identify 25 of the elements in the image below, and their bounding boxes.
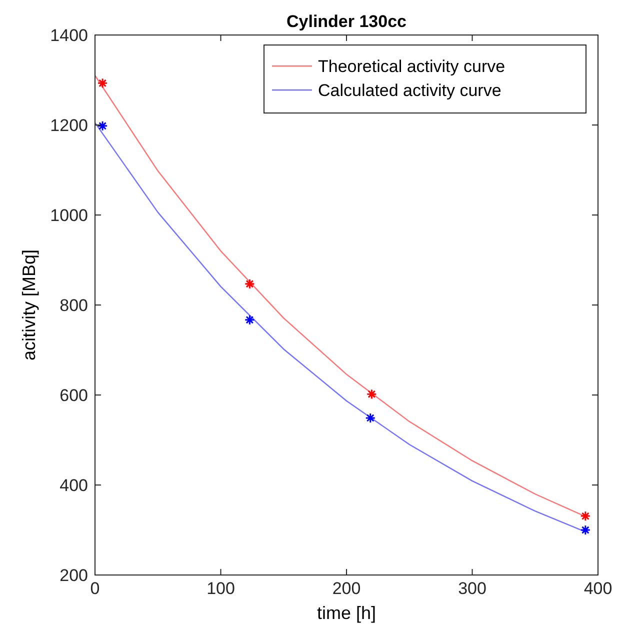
point — [244, 278, 255, 290]
point — [366, 388, 377, 400]
y-tick-label: 200 — [60, 566, 88, 585]
y-tick-label: 1000 — [50, 206, 88, 225]
y-tick-label: 600 — [60, 386, 88, 405]
x-axis-title: time [h] — [316, 603, 376, 623]
x-tick-label: 0 — [90, 579, 100, 598]
y-tick-label: 400 — [60, 476, 88, 495]
point — [97, 120, 108, 132]
y-tick-label: 800 — [60, 296, 88, 315]
y-axis-title: acitivity [MBq] — [19, 249, 39, 361]
point — [97, 78, 108, 88]
legend-label: Calculated activity curve — [318, 81, 502, 100]
x-tick-label: 400 — [584, 579, 612, 598]
y-tick-label: 1400 — [50, 26, 88, 45]
x-tick-label: 300 — [458, 579, 486, 598]
point — [365, 412, 376, 424]
point — [580, 524, 591, 536]
point — [244, 314, 255, 326]
y-tick-label: 1200 — [50, 116, 88, 135]
point — [580, 510, 591, 522]
legend-label: Theoretical activity curve — [318, 57, 506, 76]
x-tick-label: 100 — [206, 579, 235, 598]
x-tick-label: 200 — [332, 579, 361, 598]
chart-title: Cylinder 130cc — [286, 12, 407, 31]
